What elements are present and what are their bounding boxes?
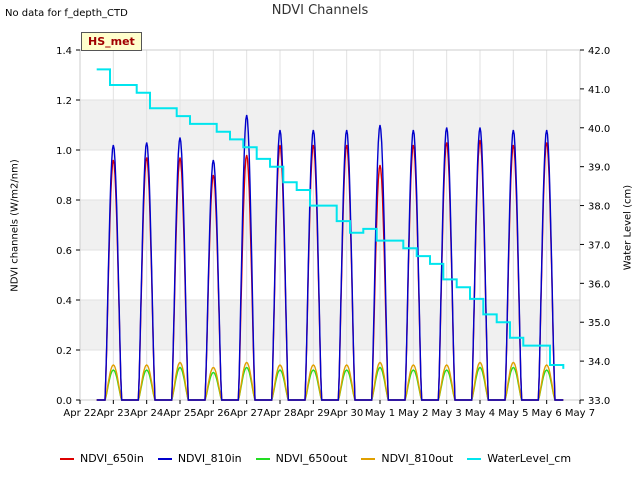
legend-label: NDVI_650out (275, 452, 348, 465)
series-line-ndvi-810in (96, 114, 564, 401)
band (80, 150, 580, 200)
x-tick-label: May 2 (398, 408, 428, 419)
band (80, 350, 580, 400)
axes: 0.0 0.2 0.4 0.6 0.8 1.0 1.2 1.4 33.0 34.0 35.0 36.0… (56, 46, 610, 419)
x-tick-label: May 6 (532, 408, 562, 419)
y2-tick-label: 33.0 (588, 396, 610, 407)
y2-tick-label: 42.0 (588, 46, 610, 57)
x-tick-label: Apr 23 (97, 408, 130, 419)
legend-item-ndvi-650out: NDVI_650out (255, 452, 348, 465)
y-tick-label: 0.6 (56, 246, 72, 257)
legend-item-ndvi-810out: NDVI_810out (361, 452, 453, 465)
y2-tick-label: 35.0 (588, 318, 610, 329)
y-tick-label: 1.4 (56, 46, 72, 57)
x-tick-label: May 4 (465, 408, 495, 419)
legend-swatch (467, 457, 482, 460)
y2-axis-label: Water Level (cm) (622, 184, 634, 271)
series-line-waterlevel (96, 68, 565, 369)
legend-swatch (361, 457, 376, 460)
band (80, 300, 580, 350)
band (80, 250, 580, 300)
background-bands (80, 50, 580, 400)
y-tick-label: 1.0 (56, 146, 72, 157)
y-tick-label: 0.0 (56, 396, 72, 407)
x-tick-label: Apr 27 (230, 408, 263, 419)
legend-item-ndvi-810in: NDVI_810in (157, 452, 242, 465)
x-tick-label: May 7 (565, 408, 595, 419)
legend-swatch (60, 457, 74, 460)
legend-swatch (157, 457, 172, 460)
y-tick-label: 1.2 (56, 96, 72, 107)
y2-tick-label: 34.0 (588, 357, 610, 368)
x-tick-label: Apr 30 (330, 408, 363, 419)
y-tick-label: 0.4 (56, 296, 72, 307)
x-tick-label: Apr 24 (130, 408, 163, 419)
x-tick-label: Apr 29 (297, 408, 330, 419)
y2-tick-label: 41.0 (588, 85, 610, 96)
y-tick-label: 0.8 (56, 196, 72, 207)
y2-tick-label: 39.0 (588, 163, 610, 174)
chart-title: NDVI Channels (271, 3, 369, 18)
x-tick-label: May 3 (432, 408, 462, 419)
y2-tick-label: 40.0 (588, 124, 610, 135)
legend-item-waterlevel: WaterLevel_cm (467, 452, 571, 465)
legend: NDVI_650in NDVI_810in NDVI_650out NDVI_8… (60, 452, 571, 465)
band (80, 50, 580, 100)
legend-label: NDVI_810out (381, 452, 454, 465)
series-lines (96, 68, 565, 401)
x-tick-label: May 5 (498, 408, 528, 419)
y-axis-label: NDVI channels (W/m2/nm) (9, 159, 21, 292)
x-tick-label: Apr 22 (63, 408, 96, 419)
legend-label: NDVI_650in (80, 452, 144, 465)
y-tick-label: 0.2 (56, 346, 72, 357)
no-data-note: No data for f_depth_CTD (5, 8, 128, 19)
legend-swatch (255, 457, 270, 460)
x-tick-label: Apr 26 (197, 408, 230, 419)
y2-tick-label: 37.0 (588, 240, 610, 251)
legend-item-ndvi-650in: NDVI_650in (60, 452, 144, 465)
station-badge: HS_met (81, 32, 142, 51)
legend-label: WaterLevel_cm (487, 452, 572, 465)
y2-tick-label: 36.0 (588, 279, 610, 290)
x-tick-label: Apr 28 (263, 408, 296, 419)
legend-label: NDVI_810in (177, 452, 242, 465)
x-tick-label: May 1 (365, 408, 395, 419)
x-tick-label: Apr 25 (163, 408, 196, 419)
y2-tick-label: 38.0 (588, 202, 610, 213)
band (80, 200, 580, 250)
